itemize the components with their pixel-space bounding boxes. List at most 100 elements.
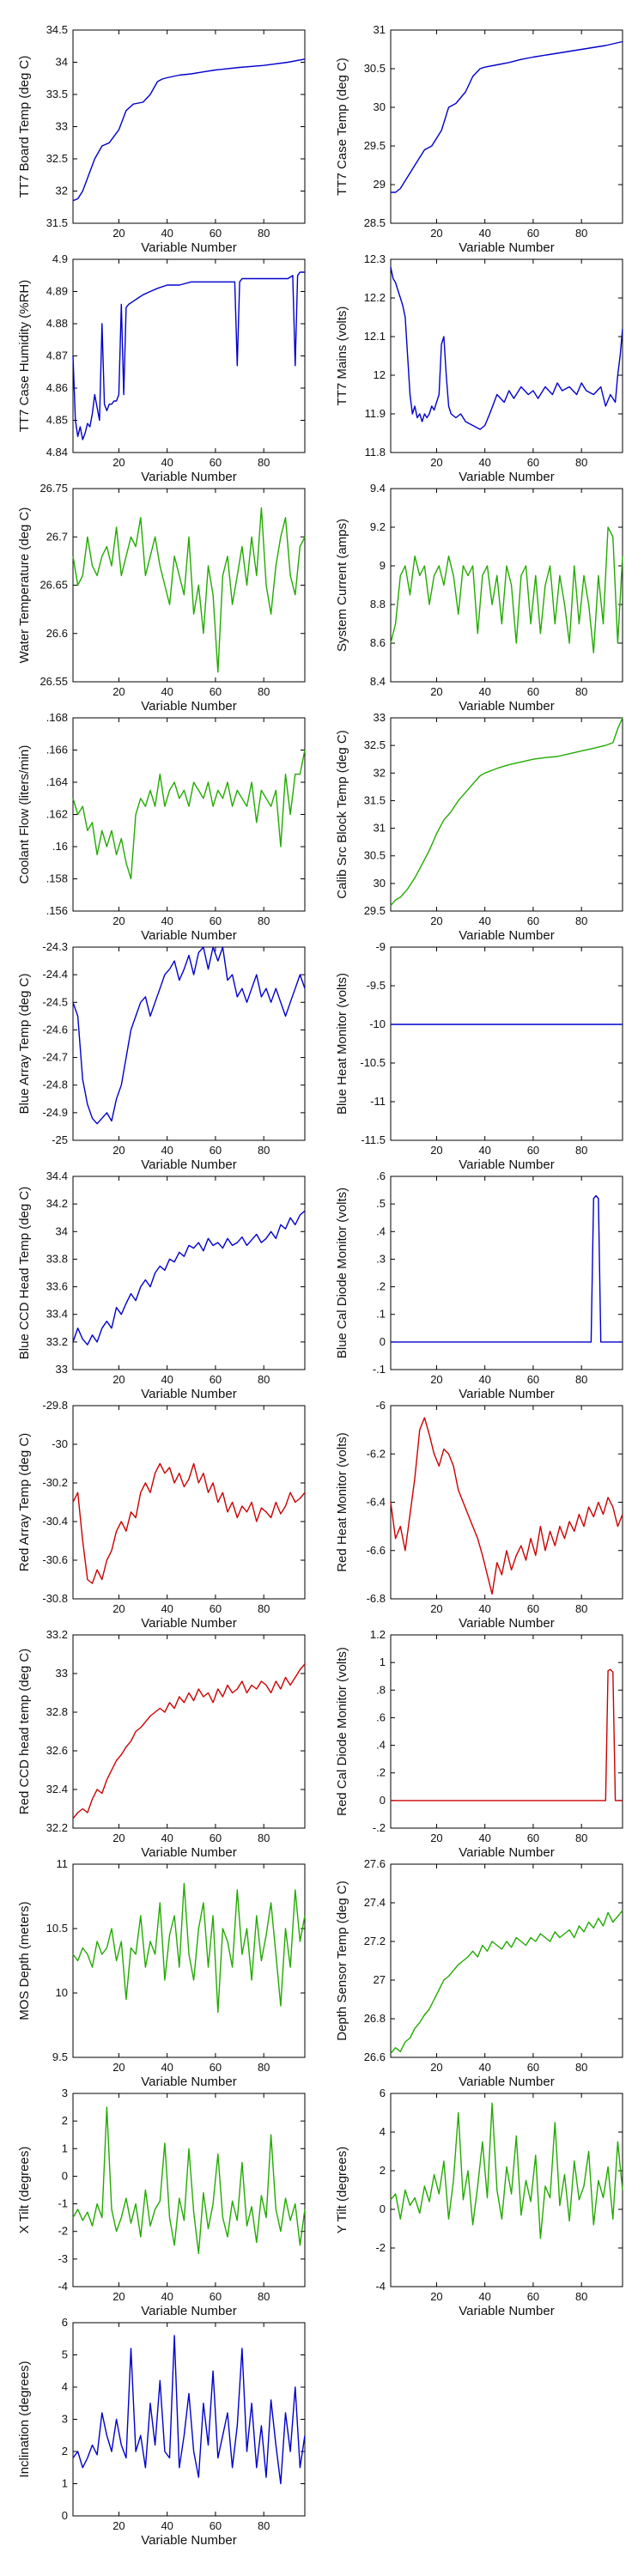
- x-tick-label: 80: [575, 1373, 587, 1386]
- y-axis-label: Coolant Flow (liters/min): [17, 745, 32, 884]
- x-tick-label: 40: [478, 1373, 490, 1386]
- y-tick-label: 33.2: [46, 1628, 68, 1641]
- y-tick-label: 30.5: [364, 849, 386, 862]
- plot-frame: [390, 1634, 623, 1829]
- y-tick-label: 10.5: [46, 1922, 68, 1935]
- y-tick-label: 2: [62, 2114, 68, 2127]
- chart-4: 11.8 11.9 12 12.1 12.2 12.3 20 40 60 80 Variable N…: [335, 252, 623, 484]
- x-axis-label: Variable Number: [459, 928, 554, 943]
- y-axis-label: Depth Sensor Temp (deg C): [335, 1880, 349, 2040]
- x-tick-label: 40: [478, 2061, 490, 2074]
- y-tick-label: -4: [375, 2280, 386, 2293]
- series-line: [72, 946, 306, 1125]
- y-tick-label: 32.5: [46, 152, 68, 165]
- x-tick-label: 60: [527, 685, 539, 698]
- chart-12: -.1 0 .1 .2 .3 .4 .5 .6 20 40 60 80 Variable Number B…: [335, 1170, 623, 1401]
- y-tick-label: .3: [376, 1252, 386, 1265]
- x-tick-label: 80: [575, 456, 587, 469]
- y-tick-label: 0: [380, 1335, 386, 1348]
- y-tick-label: 33.8: [46, 1252, 68, 1265]
- x-tick-label: 20: [112, 227, 125, 240]
- x-tick-label: 20: [112, 2290, 125, 2303]
- x-tick-label: 60: [210, 1602, 222, 1615]
- x-tick-label: 80: [258, 2061, 270, 2074]
- y-tick-label: 12.2: [364, 291, 386, 304]
- x-tick-label: 40: [161, 456, 173, 469]
- x-tick-label: 40: [478, 1602, 490, 1615]
- x-axis-label: Variable Number: [141, 2304, 236, 2318]
- series-line: [390, 266, 623, 430]
- y-tick-label: 27.6: [364, 1857, 386, 1870]
- y-tick-label: -11: [370, 1095, 386, 1108]
- x-tick-label: 20: [430, 2290, 442, 2303]
- x-tick-label: 40: [161, 1832, 173, 1844]
- y-tick-label: 33.4: [46, 1308, 68, 1321]
- x-tick-label: 20: [112, 1373, 125, 1386]
- y-tick-label: -9: [375, 940, 386, 953]
- x-tick-label: 20: [430, 1602, 442, 1615]
- y-axis-label: System Current (amps): [335, 519, 349, 652]
- x-tick-label: 80: [258, 685, 270, 698]
- y-tick-label: .4: [376, 1739, 386, 1752]
- plot-frame: [72, 946, 306, 1141]
- x-tick-label: 60: [527, 1602, 539, 1615]
- x-tick-label: 20: [430, 1832, 442, 1844]
- y-tick-label: 4: [380, 2125, 386, 2138]
- x-tick-label: 40: [161, 1602, 173, 1615]
- x-tick-label: 20: [112, 2061, 125, 2074]
- y-tick-label: 2: [380, 2164, 386, 2177]
- y-tick-label: 4.87: [46, 349, 68, 362]
- y-axis-label: Water Temperature (deg C): [17, 507, 32, 664]
- y-tick-label: .166: [46, 744, 68, 756]
- x-tick-label: 60: [527, 1144, 539, 1157]
- y-tick-label: 8.4: [370, 675, 386, 688]
- y-tick-label: 32.2: [46, 1821, 68, 1834]
- y-tick-label: -1: [58, 2197, 68, 2210]
- x-axis-label: Variable Number: [459, 1157, 554, 1172]
- x-tick-label: 80: [258, 1602, 270, 1615]
- plot-frame: [390, 717, 623, 912]
- x-tick-label: 60: [210, 1144, 222, 1157]
- y-tick-label: 9.2: [370, 520, 386, 533]
- x-axis-label: Variable Number: [459, 1845, 554, 1860]
- y-tick-label: 4.84: [46, 446, 68, 459]
- y-tick-label: -6.8: [367, 1592, 386, 1605]
- y-tick-label: .156: [46, 904, 68, 917]
- y-tick-label: 4.85: [46, 414, 68, 427]
- series-line: [72, 750, 306, 880]
- x-tick-label: 60: [210, 1832, 222, 1844]
- x-tick-label: 60: [210, 1373, 222, 1386]
- x-tick-label: 20: [112, 456, 125, 469]
- chart-14: -6.8 -6.6 -6.4 -6.2 -6 20 40 60 80 Variable Numbe…: [335, 1399, 623, 1631]
- x-tick-label: 20: [112, 1602, 125, 1615]
- y-tick-label: 4: [62, 2380, 68, 2393]
- y-tick-label: 9.4: [370, 482, 386, 495]
- y-tick-label: .8: [376, 1683, 386, 1696]
- y-tick-label: 31: [374, 822, 386, 835]
- chart-11: 33 33.2 33.4 33.6 33.8 34 34.2 34.4 20 40 60 80 Vari…: [17, 1170, 306, 1401]
- y-tick-label: 4.89: [46, 285, 68, 298]
- series-line: [390, 1417, 623, 1595]
- y-tick-label: 33: [56, 1667, 68, 1680]
- x-axis-label: Variable Number: [141, 240, 236, 255]
- y-tick-label: 30: [374, 877, 386, 890]
- x-tick-label: 20: [112, 914, 125, 927]
- x-tick-label: 60: [527, 914, 539, 927]
- y-tick-label: 1: [62, 2142, 68, 2154]
- x-tick-label: 20: [112, 1832, 125, 1844]
- y-axis-label: Blue Heat Monitor (volts): [335, 973, 349, 1115]
- y-tick-label: 34: [56, 1224, 68, 1237]
- y-tick-label: 34.4: [46, 1170, 68, 1182]
- series-line: [391, 40, 623, 193]
- y-tick-label: 3: [62, 2087, 68, 2099]
- y-tick-label: 33.2: [46, 1335, 68, 1348]
- chart-19: -4 -3 -2 -1 0 1 2 3 20 40 60 80 Variable Number X Til…: [17, 2087, 306, 2318]
- x-tick-label: 80: [575, 914, 587, 927]
- y-axis-label: Red Heat Monitor (volts): [335, 1432, 349, 1572]
- x-tick-label: 80: [258, 1144, 270, 1157]
- y-tick-label: 26.65: [39, 579, 68, 592]
- series-line: [72, 1210, 306, 1346]
- y-tick-label: 29.5: [364, 904, 386, 917]
- x-tick-label: 20: [112, 2519, 125, 2532]
- y-tick-label: .6: [376, 1710, 386, 1723]
